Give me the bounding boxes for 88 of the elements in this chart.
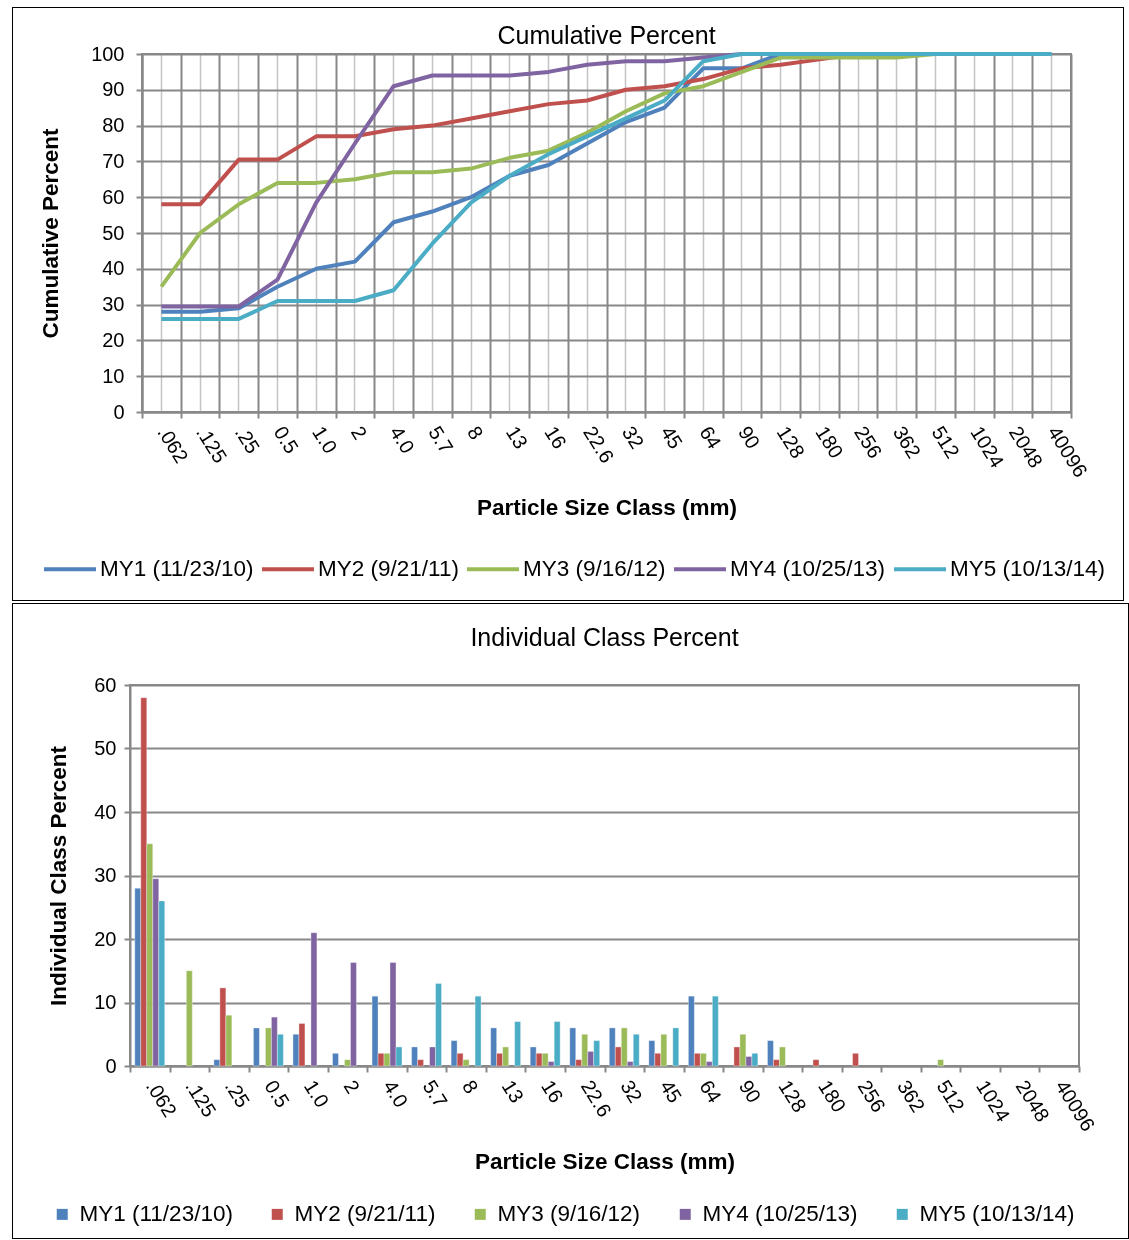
y-tick-label: 30 — [94, 864, 117, 886]
y-tick-label: 40 — [94, 800, 117, 823]
y-tick-label: 10 — [102, 364, 125, 387]
bar — [514, 1021, 521, 1067]
x-tick-label: 180 — [811, 422, 848, 463]
y-tick-label: 70 — [102, 149, 125, 172]
y-tick-label: 80 — [102, 114, 125, 137]
x-tick-label: 5.7 — [418, 1076, 452, 1112]
y-tick-label: 50 — [102, 221, 125, 244]
bar — [310, 932, 318, 1067]
x-tick-label: 362 — [888, 422, 926, 463]
y-tick-label: 60 — [94, 673, 117, 696]
x-tick-label: 180 — [814, 1076, 851, 1117]
chart-title: Cumulative Percent — [497, 21, 716, 49]
x-tick-label: 4.0 — [379, 1076, 413, 1112]
x-tick-label: 13 — [497, 1076, 529, 1107]
legend-label: MY1 (11/23/10) — [79, 1201, 233, 1227]
legend-label: MY3 (9/16/12) — [523, 556, 666, 582]
x-tick-label: 0.5 — [269, 422, 303, 458]
x-tick-label: 5.7 — [424, 422, 458, 458]
legend-label: MY2 (9/21/11) — [294, 1201, 436, 1227]
bar — [648, 1040, 656, 1067]
legend-label: MY3 (9/16/12) — [497, 1201, 641, 1227]
x-tick-label: 4.0 — [385, 422, 420, 458]
x-tick-label: 16 — [537, 1076, 568, 1107]
y-tick-label: 10 — [94, 991, 117, 1013]
y-tick-label: 20 — [102, 328, 125, 351]
y-tick-label: 0 — [105, 1054, 117, 1077]
x-tick-label: .125 — [192, 422, 232, 467]
legend-label: MY1 (11/23/10) — [100, 556, 254, 582]
x-tick-label: .062 — [141, 1076, 182, 1121]
bar — [371, 995, 379, 1067]
x-tick-label: 512 — [932, 1076, 969, 1117]
x-tick-label: 128 — [774, 1076, 811, 1117]
x-tick-label: 90 — [734, 1076, 766, 1107]
x-tick-label: 128 — [772, 422, 810, 463]
x-tick-label: 32 — [616, 1076, 647, 1107]
x-tick-label: .062 — [153, 422, 193, 467]
bar — [253, 1027, 260, 1067]
x-tick-label: 1.0 — [299, 1076, 334, 1112]
legend-label: MY4 (10/25/13) — [730, 556, 886, 582]
x-axis-title: Particle Size Class (mm) — [476, 494, 738, 520]
x-tick-label: 64 — [695, 1076, 726, 1107]
y-tick-label: 20 — [94, 927, 117, 950]
bar — [852, 1053, 859, 1067]
y-tick-label: 60 — [102, 185, 125, 208]
y-axis-title: Individual Class Percent — [46, 745, 72, 1007]
x-tick-label: 256 — [853, 1076, 890, 1117]
x-tick-label: 362 — [893, 1076, 930, 1117]
chart-title: Individual Class Percent — [470, 623, 739, 651]
x-tick-label: 45 — [656, 422, 688, 453]
y-tick-label: 0 — [113, 400, 125, 423]
x-tick-label: 90 — [734, 422, 765, 453]
x-tick-label: 256 — [850, 422, 887, 463]
x-tick-label: 2 — [346, 422, 372, 444]
x-tick-label: .25 — [220, 1076, 255, 1112]
y-axis-title: Cumulative Percent — [38, 127, 64, 339]
bar — [937, 1059, 944, 1067]
x-tick-label: 8 — [463, 422, 488, 444]
y-tick-label: 100 — [91, 42, 125, 65]
bar — [186, 970, 193, 1067]
legend-label: MY5 (10/13/14) — [919, 1201, 1075, 1227]
x-tick-label: .125 — [181, 1076, 221, 1121]
y-tick-label: 40 — [102, 257, 125, 280]
y-tick-label: 30 — [102, 293, 125, 316]
x-tick-label: 13 — [501, 422, 533, 453]
bar — [569, 1027, 577, 1067]
y-tick-label: 90 — [102, 78, 125, 101]
bar — [332, 1053, 339, 1067]
x-tick-label: 1.0 — [308, 422, 342, 458]
legend-label: MY4 (10/25/13) — [702, 1201, 858, 1227]
x-tick-label: 45 — [655, 1076, 687, 1107]
legend-label: MY2 (9/21/11) — [318, 556, 459, 582]
bar — [474, 995, 482, 1067]
x-tick-label: 512 — [927, 422, 964, 463]
x-tick-label: 16 — [540, 422, 571, 453]
legend-label: MY5 (10/13/14) — [950, 556, 1106, 582]
x-tick-label: 2 — [339, 1076, 365, 1098]
x-tick-label: .25 — [230, 422, 265, 458]
x-tick-label: 32 — [617, 422, 649, 453]
x-tick-label: 0.5 — [260, 1076, 294, 1112]
bar — [812, 1059, 820, 1067]
y-tick-label: 50 — [94, 737, 117, 759]
line-series — [159, 52, 1054, 321]
x-tick-label: 64 — [695, 422, 726, 453]
bar — [672, 1027, 680, 1067]
x-tick-label: 8 — [458, 1076, 483, 1098]
x-axis-title: Particle Size Class (mm) — [474, 1148, 736, 1174]
